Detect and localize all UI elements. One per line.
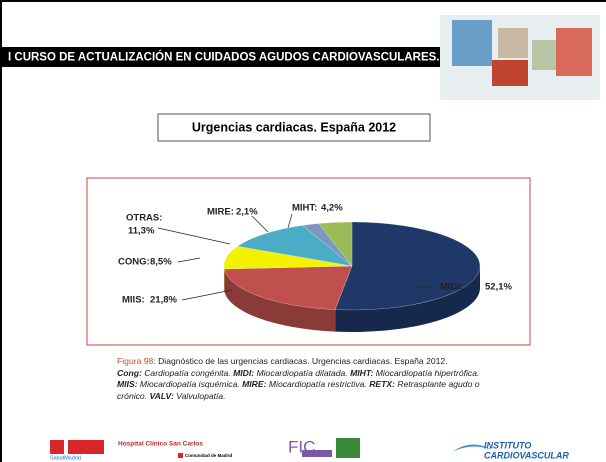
slice-category-label: MIRE: [207,207,234,218]
caption-segment: Retrasplante agudo o [395,379,480,389]
caption-segment: Diagnóstico de las urgencias cardiacas. … [156,356,448,366]
header-title: I CURSO DE ACTUALIZACIÓN EN CUIDADOS AGU… [8,51,439,64]
caption-segment: Miocardiopatía hipertrófica. [373,368,479,378]
caption-line: Figura 98: Diagnóstico de las urgencias … [117,356,517,368]
chart-title: Urgencias cardiacas. España 2012 [192,120,396,134]
slice-category-label: OTRAS: [126,213,162,224]
comunidad-text: Comunidad de Madrid [185,453,233,458]
slice-value-label: 8,5% [150,257,172,268]
figure-caption: Figura 98: Diagnóstico de las urgencias … [117,356,517,402]
slice-value-label: 21,8% [150,295,177,306]
hospital-text: Hospital Clínico San Carlos [118,441,203,448]
header-photo [492,60,528,86]
slice-value-label: 11,3% [128,226,155,237]
caption-segment: MIDI: [233,368,254,378]
caption-segment: Miocardiopatía dilatada. [254,368,350,378]
caption-segment: Miocardiopatía isquémica. [138,379,243,389]
slice-value-label: 52,1% [485,282,512,293]
caption-segment: MIHT: [350,368,373,378]
caption-line: crónico. VALV: Valvulopatía. [117,391,517,403]
header-photo [556,28,592,76]
salud-text: SaludMadrid [50,455,81,461]
footer: SaludMadrid Hospital Clínico San Carlos … [50,437,569,461]
slice-category-label: MIHT: [292,203,317,214]
caption-line: Cong: Cardiopatía congénita. MIDI: Mioca… [117,368,517,380]
salud-logo-mark [68,440,104,454]
caption-segment: crónico. [117,391,149,401]
header-photo [452,20,492,66]
fic-logo [336,438,360,458]
caption-segment: Cardiopatía congénita. [142,368,233,378]
caption-segment: MIRE: [242,379,266,389]
header-photo [498,28,528,58]
header-images [440,15,600,100]
comunidad-mark [178,453,183,458]
caption-segment: Miocardiopatía restrictiva. [267,379,370,389]
caption-segment: VALV: [149,391,173,401]
caption-line: MIIS: Miocardiopatía isquémica. MIRE: Mi… [117,379,517,391]
slice-value-label: 4,2% [321,203,343,214]
caption-segment: Cong: [117,368,142,378]
caption-segment: RETX: [369,379,395,389]
instituto-text: INSTITUTO [484,440,531,450]
slide: I CURSO DE ACTUALIZACIÓN EN CUIDADOS AGU… [0,0,606,462]
salud-logo-mark [50,440,64,454]
slice-category-label: CONG: [118,257,150,268]
caption-segment: MIIS: [117,379,138,389]
caption-segment: Valvulopatía. [174,391,226,401]
slice-value-label: 2,1% [236,207,258,218]
fic-bar [302,450,332,457]
slice-category-label: MIDI: [440,282,463,293]
cardio-text: CARDIOVASCULAR [484,450,569,460]
slice-category-label: MIIS: [122,295,145,306]
caption-segment: Figura 98: [117,356,156,366]
